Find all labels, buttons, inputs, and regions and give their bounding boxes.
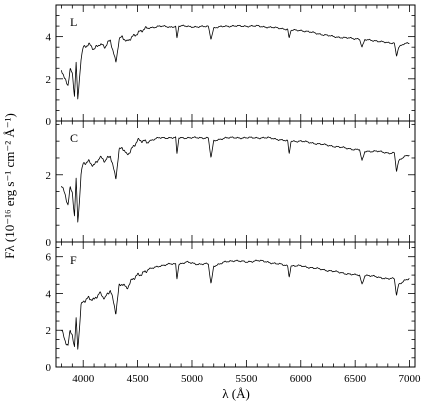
y-tick-label: 4	[46, 32, 52, 44]
x-tick-label: 6000	[290, 373, 313, 385]
x-tick-label: 4500	[127, 373, 150, 385]
y-tick-label: 0	[46, 116, 52, 128]
y-tick-label: 4	[46, 288, 52, 300]
x-axis-title: λ (Å)	[222, 386, 250, 401]
panel-frame-middle	[55, 120, 416, 243]
spectrum-line-middle	[61, 136, 410, 223]
y-axis-title: Fλ (10⁻¹⁶ erg s⁻¹ cm⁻² Å⁻¹)	[2, 113, 17, 259]
x-tick-label: 4000	[72, 373, 95, 385]
panel-frame-top	[55, 4, 416, 122]
panel-label-top: L	[70, 15, 77, 29]
y-tick-label: 0	[46, 237, 52, 249]
spectrum-line-bottom	[61, 259, 410, 350]
x-tick-label: 5500	[235, 373, 258, 385]
spectrum-line-top	[61, 24, 410, 100]
y-tick-label: 2	[46, 170, 52, 182]
x-tick-label: 6500	[344, 373, 367, 385]
y-tick-label: 0	[46, 362, 52, 374]
panel-label-middle: C	[70, 131, 78, 145]
x-tick-label: 7000	[399, 373, 421, 385]
y-tick-label: 2	[46, 74, 52, 86]
y-tick-label: 6	[46, 252, 52, 264]
y-tick-label: 2	[46, 325, 52, 337]
panel-label-bottom: F	[70, 253, 77, 267]
x-tick-label: 5000	[181, 373, 204, 385]
